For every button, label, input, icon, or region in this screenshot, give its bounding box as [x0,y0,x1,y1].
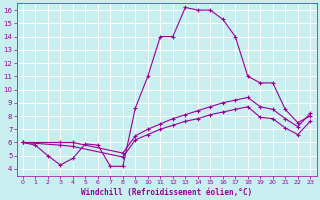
X-axis label: Windchill (Refroidissement éolien,°C): Windchill (Refroidissement éolien,°C) [81,188,252,197]
